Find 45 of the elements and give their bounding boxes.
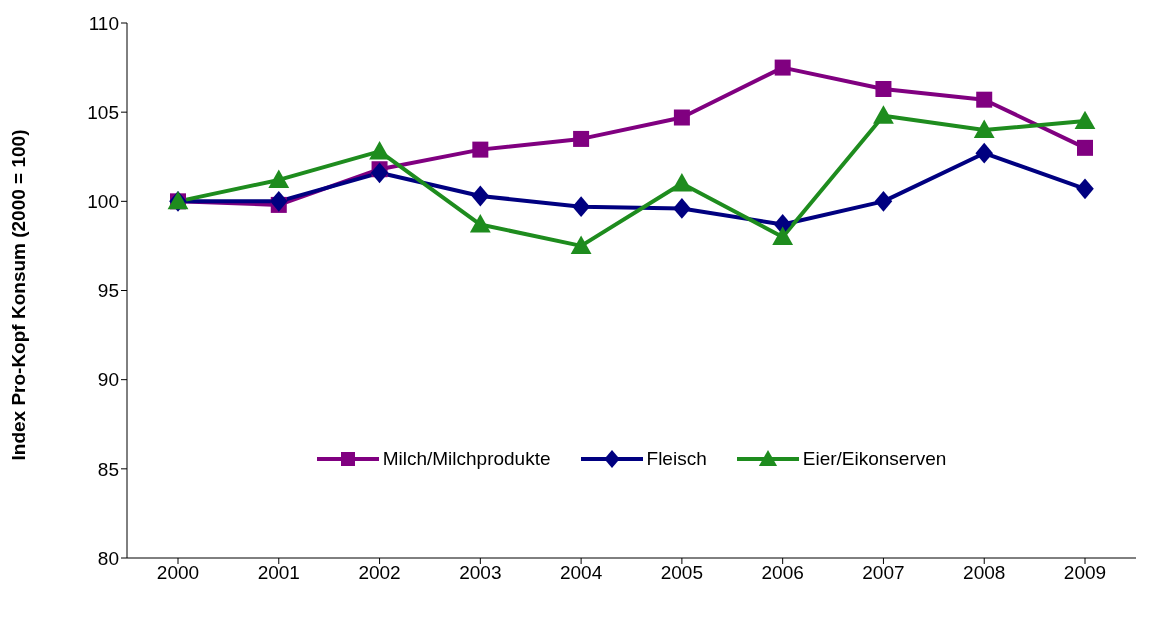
y-tick-label: 100 (87, 191, 119, 213)
y-tick-label: 90 (97, 369, 119, 391)
point (875, 80, 892, 97)
point (572, 196, 590, 218)
point (973, 119, 995, 138)
legend-label: Eier/Eikonserven (802, 448, 947, 470)
point (269, 190, 288, 212)
x-tick-label: 2004 (559, 562, 603, 584)
point (469, 214, 491, 233)
point (673, 198, 691, 219)
point (1076, 178, 1094, 200)
legend-label: Fleisch (646, 448, 707, 470)
point (573, 130, 590, 147)
point (471, 185, 490, 207)
point (772, 226, 794, 245)
x-tick-label: 2000 (156, 562, 200, 584)
y-tick-label: 95 (97, 280, 119, 302)
point (874, 190, 893, 212)
point (268, 169, 290, 188)
x-tick-label: 2002 (358, 562, 401, 584)
x-tick-label: 2008 (963, 562, 1006, 584)
x-tick-label: 2001 (257, 562, 300, 584)
point (472, 141, 489, 158)
x-tick-label: 2003 (459, 562, 502, 584)
point (774, 59, 791, 76)
x-tick-label: 2007 (862, 562, 905, 584)
y-tick-label: 105 (87, 101, 119, 123)
legend-label: Milch/Milchprodukte (382, 448, 551, 470)
point (976, 91, 993, 108)
point (671, 173, 693, 192)
point (975, 142, 994, 164)
point (570, 235, 592, 254)
point (1074, 110, 1096, 130)
x-tick-label: 2009 (1063, 562, 1107, 584)
x-tick-label: 2005 (660, 562, 704, 584)
point (673, 109, 690, 126)
point (369, 141, 390, 160)
point (1077, 139, 1093, 156)
point (873, 105, 894, 124)
y-tick-label: 85 (97, 458, 119, 480)
y-tick-label: 110 (88, 12, 119, 34)
point (370, 162, 389, 184)
y-tick-label: 80 (97, 547, 119, 569)
y-axis-title: Index Pro-Kopf Konsum (2000 = 100) (7, 129, 29, 461)
x-tick-label: 2006 (761, 562, 804, 584)
